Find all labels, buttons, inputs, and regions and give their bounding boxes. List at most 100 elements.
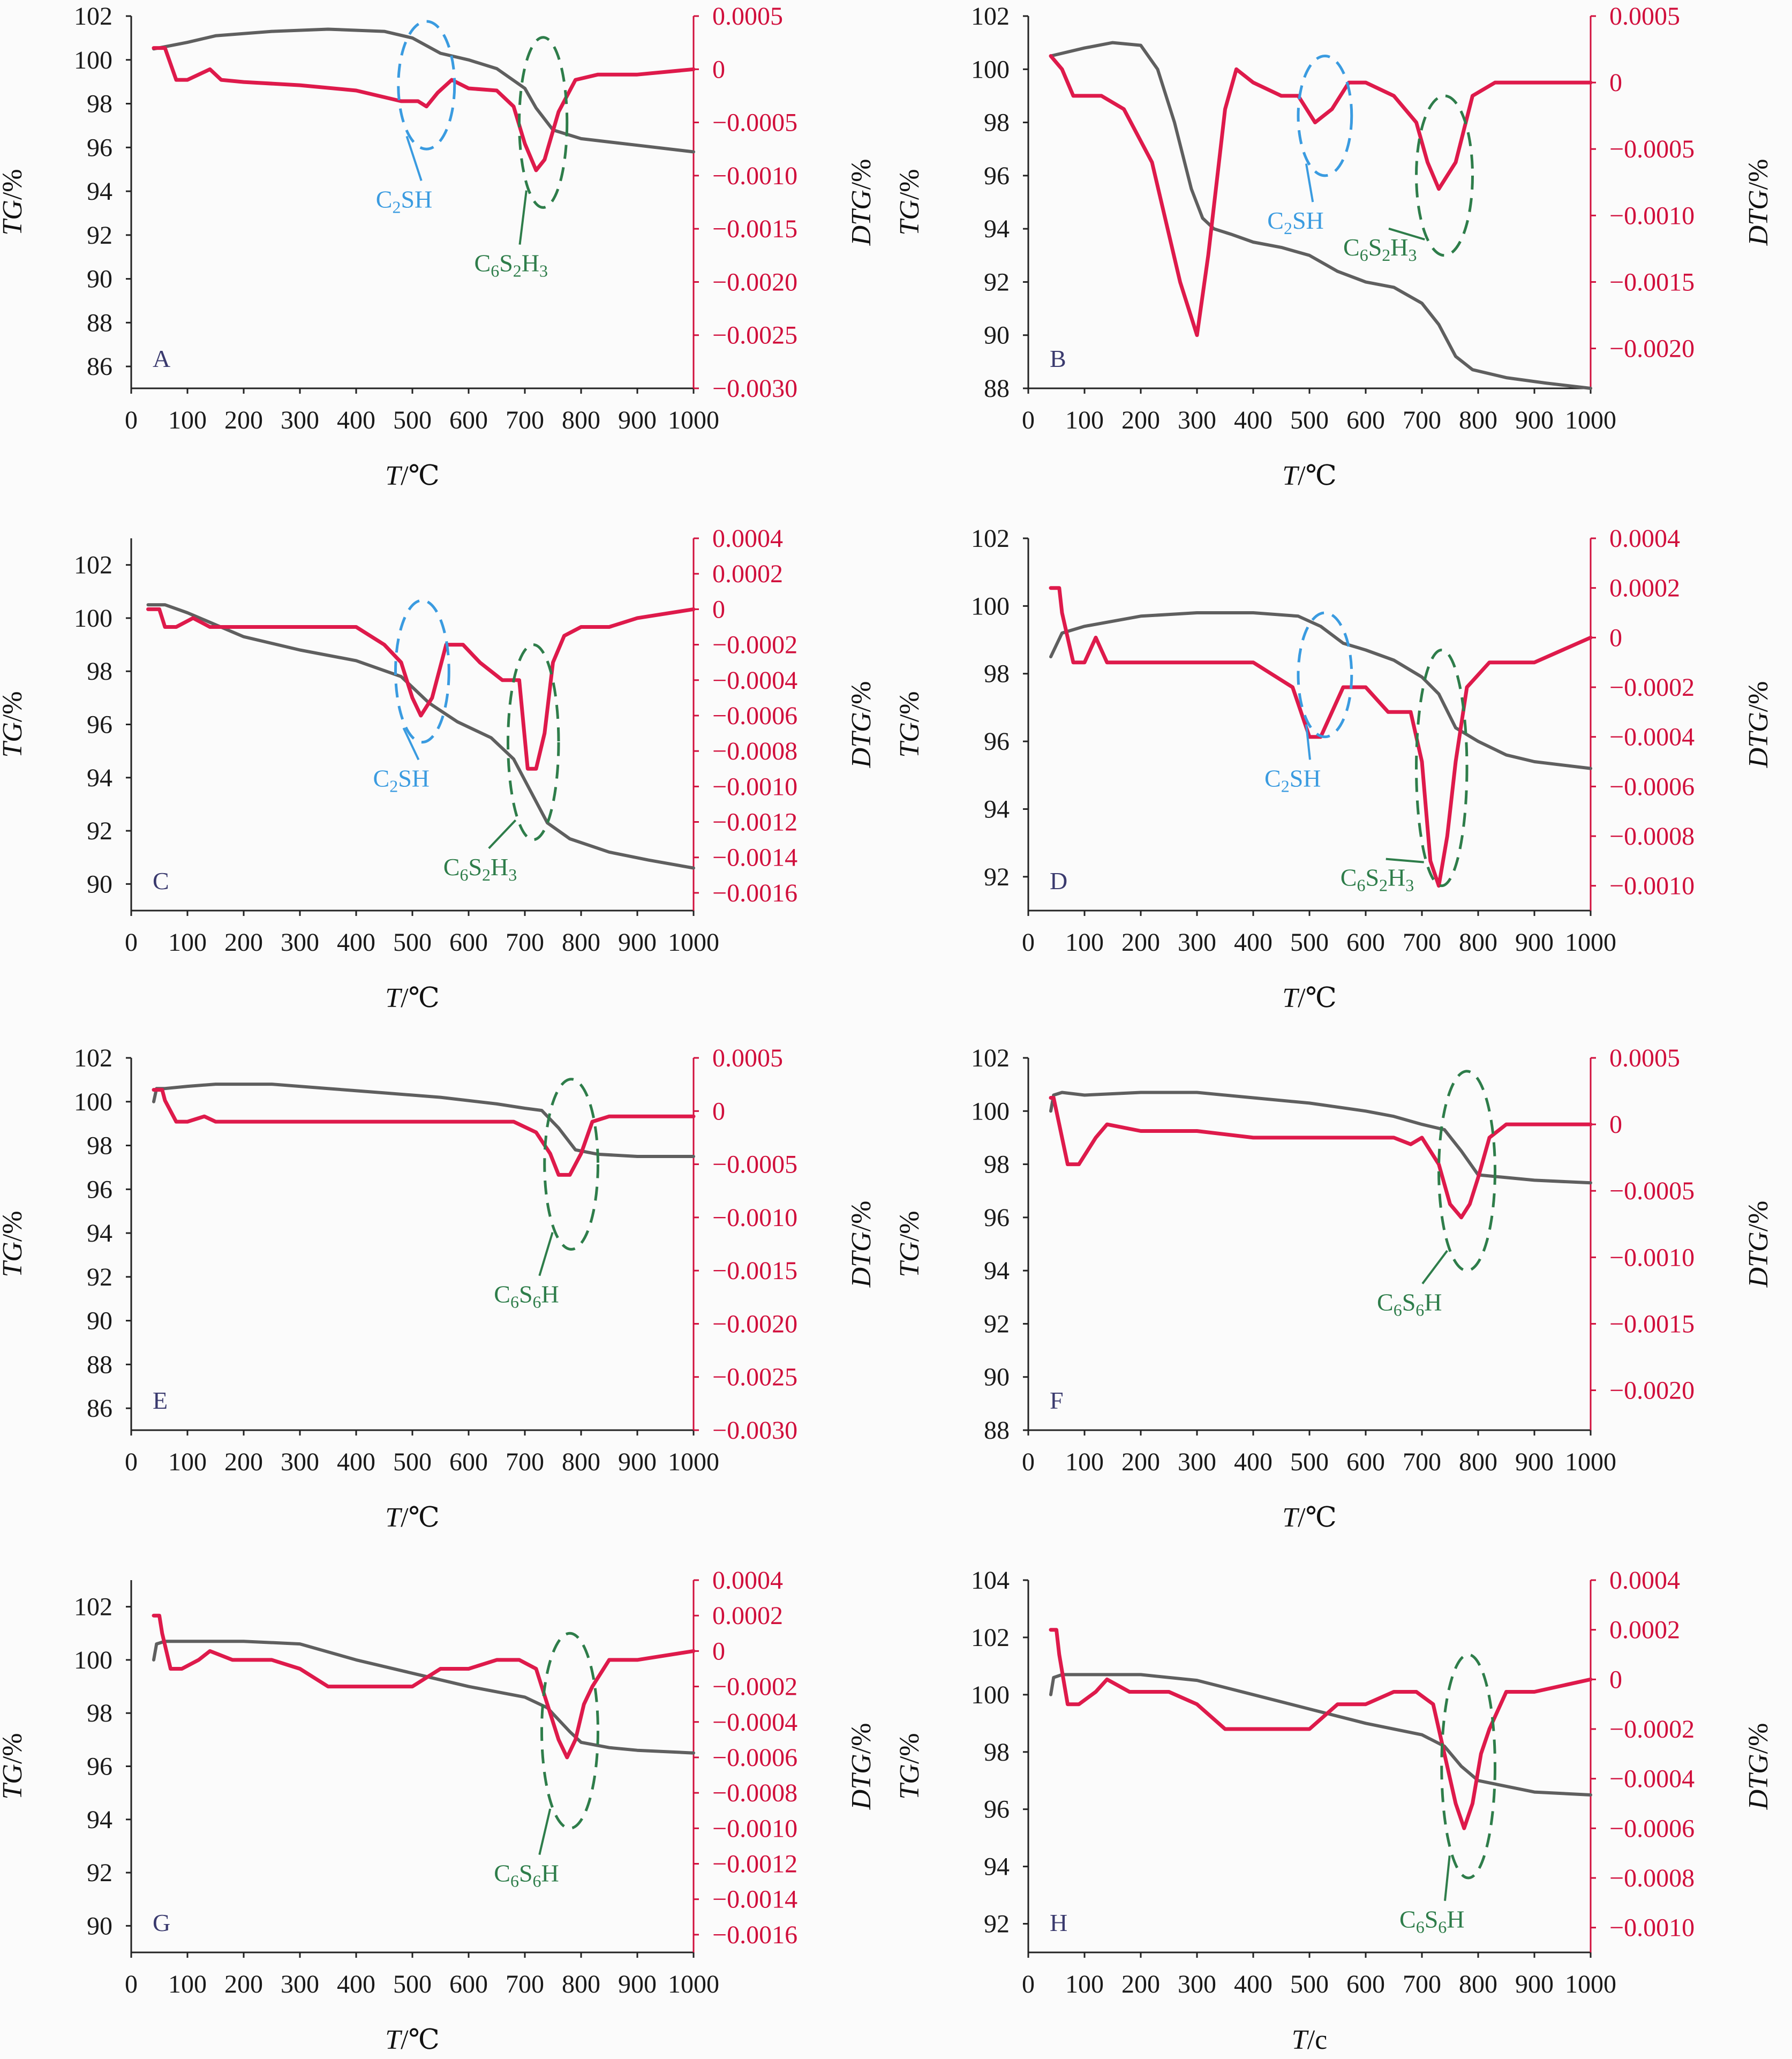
x-axis-title: T/℃ (385, 2025, 440, 2055)
x-tick-label: 1000 (668, 1970, 719, 1998)
dtg-tick-label: −0.0010 (712, 1814, 797, 1843)
tg-tick-label: 92 (984, 1310, 1010, 1338)
annotation-label: C6S2H3 (443, 853, 517, 884)
tg-tick-label: 92 (87, 1859, 112, 1887)
tg-axis-title: TG/% (894, 1733, 925, 1799)
x-tick-label: 0 (125, 928, 138, 957)
panel-letter: G (153, 1909, 170, 1936)
dtg-axis-title: DTG/% (846, 681, 877, 769)
tg-tick-label: 88 (87, 1350, 112, 1379)
x-tick-label: 100 (1065, 1448, 1104, 1476)
dtg-axis-title: DTG/% (846, 1201, 877, 1288)
panel-letter: F (1050, 1387, 1064, 1414)
dtg-tick-label: 0.0004 (1609, 524, 1680, 553)
x-tick-label: 600 (1346, 928, 1385, 957)
tg-tick-label: 92 (984, 1910, 1010, 1938)
tg-tick-label: 98 (984, 1738, 1010, 1767)
chart-panel-h: 0 100 200 300 400 500 600 700 800 900 100010410210… (894, 1566, 1774, 2055)
x-tick-label: 900 (618, 1970, 657, 1998)
annotation-label: C6S6H (494, 1281, 559, 1312)
dtg-tick-label: 0.0004 (1609, 1566, 1680, 1595)
x-tick-label: 700 (506, 928, 544, 957)
x-tick-label: 700 (1403, 1970, 1441, 1998)
dtg-tick-label: −0.0010 (712, 162, 797, 190)
x-tick-label: 900 (1515, 1970, 1554, 1998)
tg-tick-label: 90 (87, 265, 112, 294)
dtg-tick-label: −0.0030 (712, 374, 797, 403)
tg-tick-label: 96 (984, 1795, 1010, 1824)
x-tick-label: 800 (562, 1970, 600, 1998)
annotation-ellipse (1439, 1071, 1495, 1271)
tg-tick-label: 90 (87, 1307, 112, 1335)
dtg-tick-label: −0.0016 (712, 879, 797, 907)
tg-tick-label: 90 (984, 1363, 1010, 1392)
x-tick-label: 0 (1022, 1970, 1035, 1998)
annotation-leader (1422, 1251, 1447, 1284)
tg-tick-label: 98 (984, 1151, 1010, 1179)
tg-tick-label: 94 (87, 1219, 112, 1248)
annotation-leader (1306, 164, 1313, 202)
dtg-tick-label: −0.0010 (1609, 1243, 1695, 1272)
dtg-tick-label: −0.0005 (1609, 1177, 1695, 1205)
x-tick-label: 500 (1290, 1448, 1329, 1476)
dtg-tick-label: −0.0010 (1609, 201, 1695, 230)
dtg-axis-title: DTG/% (1743, 159, 1774, 246)
x-tick-label: 500 (1290, 406, 1329, 434)
tg-series-line (154, 29, 694, 152)
x-tick-label: 0 (125, 1970, 138, 1998)
x-tick-label: 300 (281, 406, 319, 434)
x-tick-label: 900 (1515, 928, 1554, 957)
dtg-tick-label: 0.0002 (1609, 1616, 1680, 1644)
x-tick-label: 0 (1022, 406, 1035, 434)
tg-tick-label: 98 (87, 90, 112, 118)
x-axis-title: T/℃ (1282, 1502, 1337, 1533)
tg-tick-label: 102 (74, 551, 112, 580)
dtg-series-line (148, 609, 694, 769)
tg-tick-label: 102 (74, 1044, 112, 1072)
x-tick-label: 400 (337, 1970, 375, 1998)
x-tick-label: 300 (1178, 928, 1216, 957)
dtg-tick-label: 0 (712, 55, 725, 84)
x-tick-label: 100 (168, 1970, 207, 1998)
x-tick-label: 600 (449, 1970, 488, 1998)
x-tick-label: 700 (1403, 406, 1441, 434)
annotation-leader (407, 136, 421, 181)
x-tick-label: 100 (168, 1448, 207, 1476)
x-tick-label: 400 (1234, 928, 1273, 957)
x-tick-label: 700 (506, 1970, 544, 1998)
x-tick-label: 1000 (1565, 928, 1616, 957)
tg-tick-label: 102 (74, 1593, 112, 1621)
panel-letter: D (1050, 867, 1067, 895)
dtg-axis-title: DTG/% (846, 1723, 877, 1810)
dtg-tick-label: 0.0005 (1609, 2, 1680, 31)
dtg-tick-label: 0.0005 (1609, 1044, 1680, 1072)
annotation-label: C6S2H3 (1343, 234, 1417, 265)
dtg-tick-label: −0.0004 (712, 1708, 797, 1737)
annotation-leader (539, 1233, 552, 1276)
x-tick-label: 800 (1459, 1448, 1497, 1476)
tg-axis-title: TG/% (0, 691, 28, 757)
tg-tick-label: 92 (87, 817, 112, 845)
annotation-leader (1386, 859, 1424, 862)
annotation-label: C6S6H (1399, 1906, 1465, 1937)
dtg-tick-label: −0.0008 (1609, 822, 1695, 851)
panel-letter: H (1050, 1909, 1067, 1936)
dtg-tick-label: −0.0025 (712, 1363, 797, 1392)
x-tick-label: 600 (1346, 1448, 1385, 1476)
dtg-tick-label: −0.0020 (1609, 1377, 1695, 1405)
dtg-tick-label: −0.0015 (1609, 1310, 1695, 1338)
annotation-leader (520, 191, 526, 245)
x-axis-title: T/℃ (385, 461, 440, 491)
x-tick-label: 600 (449, 406, 488, 434)
dtg-axis-title: DTG/% (1743, 681, 1774, 769)
x-tick-label: 200 (1121, 1448, 1160, 1476)
x-tick-label: 0 (125, 406, 138, 434)
annotation-leader (403, 728, 418, 760)
tg-axis-title: TG/% (894, 1211, 925, 1277)
tg-tick-label: 96 (87, 711, 112, 739)
dtg-tick-label: −0.0016 (712, 1921, 797, 1949)
dtg-tick-label: −0.0030 (712, 1416, 797, 1445)
x-tick-label: 800 (562, 928, 600, 957)
dtg-tick-label: −0.0008 (712, 737, 797, 765)
x-tick-label: 100 (1065, 1970, 1104, 1998)
